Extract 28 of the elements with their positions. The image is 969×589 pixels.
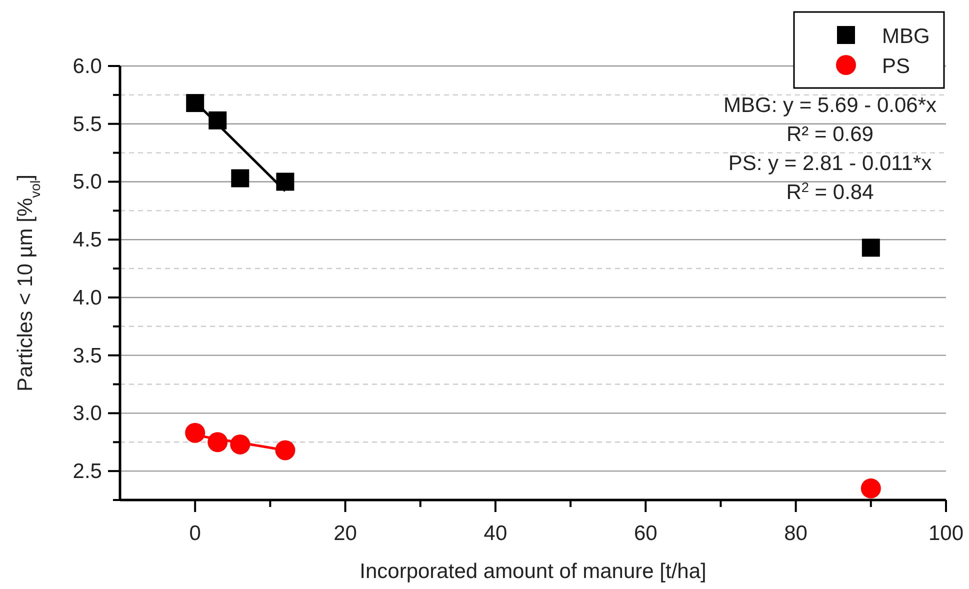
point [276, 172, 294, 191]
legend-label: MBG [882, 25, 930, 48]
text: 4.0 [72, 286, 102, 310]
x-tick-label: 60 [634, 522, 658, 545]
point [862, 238, 880, 257]
text: 3.0 [72, 402, 102, 426]
point [275, 440, 296, 460]
y-tick-label: 2.5 [72, 460, 102, 484]
text: 5.0 [72, 170, 102, 194]
point [231, 169, 250, 188]
text: 6.0 [72, 55, 102, 78]
annotation: PS: y = 2.81 - 0.011*x [728, 152, 932, 175]
point [186, 94, 204, 112]
x-tick-label: 100 [928, 522, 964, 545]
point [860, 478, 881, 498]
x-axis-title: Incorporated amount of manure [t/ha] [360, 560, 706, 583]
y-tick-label: 5.5 [72, 112, 102, 136]
x-tick-label: 80 [784, 522, 808, 545]
x-tick-label: 40 [484, 522, 508, 545]
x-tick-label: 20 [334, 522, 357, 545]
y-tick-label: 4.5 [72, 228, 102, 252]
legend-label: PS [882, 55, 910, 78]
y-tick-label: 3.5 [72, 344, 102, 368]
annotation: MBG: y = 5.69 - 0.06*x [723, 94, 938, 117]
x-tick-label: 0 [189, 522, 201, 545]
annotation: R$^{2}$ = 0.84 [786, 180, 874, 204]
point [185, 422, 206, 443]
annotation: R² = 0.69 [786, 123, 874, 146]
